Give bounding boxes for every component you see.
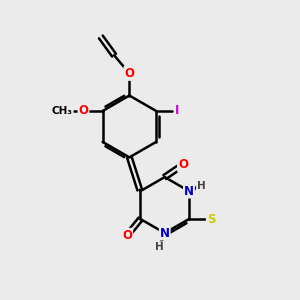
Text: O: O [124, 67, 134, 80]
Text: O: O [122, 229, 132, 242]
Text: H: H [197, 181, 206, 191]
Text: N: N [160, 226, 170, 239]
Text: O: O [178, 158, 188, 171]
Text: I: I [175, 104, 180, 118]
Text: N: N [184, 184, 194, 198]
Text: O: O [79, 104, 88, 118]
Text: S: S [207, 212, 215, 226]
Text: H: H [155, 242, 164, 252]
Text: CH₃: CH₃ [52, 106, 73, 116]
